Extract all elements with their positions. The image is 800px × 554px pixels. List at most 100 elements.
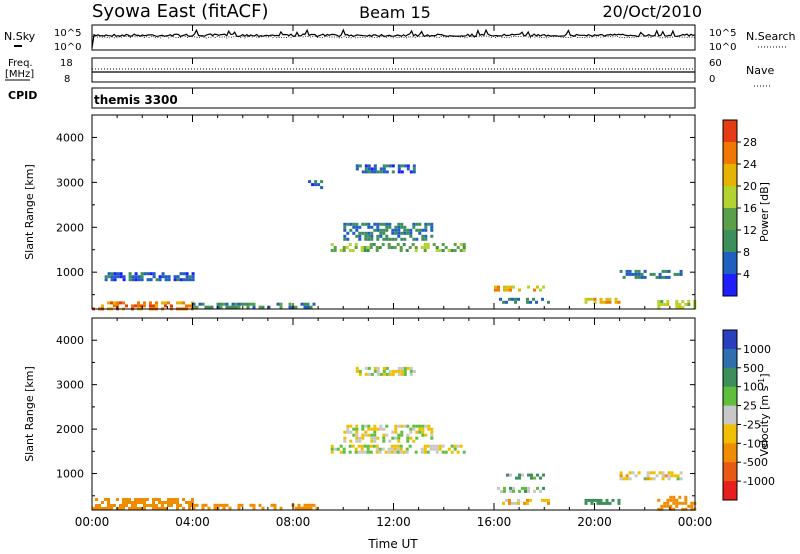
heatmap-cell (625, 477, 629, 481)
heatmap-cell (391, 164, 395, 168)
heatmap-cell (201, 302, 205, 306)
heatmap-cell (252, 506, 256, 510)
heatmap-cell (346, 222, 350, 226)
heatmap-cell (140, 498, 143, 501)
heatmap-cell (406, 436, 410, 440)
heatmap-cell (611, 498, 615, 502)
heatmap-cell (134, 504, 137, 507)
heatmap-cell (430, 225, 434, 229)
heatmap-cell (143, 304, 146, 308)
heatmap-cell (530, 473, 533, 477)
heatmap-cell (521, 473, 524, 477)
heatmap-cell (382, 433, 386, 437)
heatmap-cell (339, 450, 343, 454)
heatmap-cell (690, 501, 694, 505)
heatmap-cell (378, 246, 382, 249)
heatmap-cell (107, 272, 111, 276)
heatmap-cell (403, 237, 407, 241)
heatmap-cell (352, 433, 356, 437)
heatmap-cell (405, 450, 409, 454)
heatmap-cell (387, 447, 391, 451)
heatmap-cell (192, 503, 196, 507)
heatmap-cell (237, 506, 241, 510)
heatmap-cell (518, 489, 521, 493)
heatmap-cell (367, 237, 371, 241)
heatmap-cell (399, 444, 403, 448)
heatmap-cell (119, 272, 123, 276)
heatmap-cell (666, 498, 670, 502)
heatmap-cell (502, 501, 505, 505)
heatmap-cell (134, 507, 137, 510)
heatmap-cell (357, 450, 361, 454)
heatmap-cell (608, 297, 612, 301)
heatmap-cell (385, 225, 389, 229)
heatmap-cell (397, 167, 401, 171)
heatmap-cell (349, 228, 353, 232)
heatmap-cell (116, 498, 119, 501)
heatmap-cell (185, 304, 188, 308)
heatmap-cell (161, 301, 164, 305)
heatmap-cell (370, 237, 374, 241)
heatmap-cell (391, 231, 395, 235)
heatmap-cell (128, 275, 132, 279)
heatmap-cell (146, 272, 150, 276)
heatmap-cell (619, 474, 623, 478)
heatmap-cell (421, 433, 425, 437)
heatmap-cell (379, 222, 383, 226)
heatmap-cell (524, 489, 527, 493)
heatmap-cell (355, 439, 359, 443)
power-colorbar-label: 28 (743, 136, 757, 149)
heatmap-cell (146, 498, 149, 501)
time-tick-label: 04:00 (175, 515, 210, 529)
power-colorbar-title: Power [dB] (758, 182, 771, 242)
heatmap-cell (518, 476, 521, 480)
heatmap-cell (456, 246, 460, 249)
heatmap-cell (605, 297, 609, 301)
heatmap-cell (176, 507, 179, 510)
heatmap-cell (345, 246, 349, 249)
heatmap-cell (179, 278, 183, 282)
heatmap-cell (228, 305, 232, 309)
velocity-plot-area (92, 318, 695, 510)
heatmap-cell (179, 272, 183, 276)
heatmap-cell (176, 504, 179, 507)
heatmap-cell (533, 288, 536, 292)
heatmap-cell (140, 275, 144, 279)
heatmap-cell (509, 473, 512, 477)
heatmap-cell (530, 476, 533, 480)
heatmap-cell (376, 372, 380, 376)
heatmap-cell (400, 424, 404, 428)
heatmap-cell (225, 302, 229, 306)
heatmap-cell (399, 447, 403, 451)
heatmap-cell (390, 450, 394, 454)
heatmap-cell (388, 237, 392, 241)
heatmap-cell (119, 275, 123, 279)
heatmap-cell (390, 444, 394, 448)
heatmap-cell (252, 503, 256, 507)
heatmap-cell (354, 447, 358, 451)
heatmap-cell (219, 503, 223, 507)
heatmap-cell (379, 234, 383, 238)
heatmap-cell (584, 300, 588, 304)
heatmap-cell (343, 439, 347, 443)
heatmap-cell (676, 474, 680, 478)
heatmap-cell (391, 372, 395, 376)
heatmap-cell (661, 269, 665, 273)
heatmap-cell (361, 433, 365, 437)
power-colorbar-label: 24 (743, 158, 757, 171)
heatmap-cell (526, 300, 529, 304)
heatmap-cell (222, 506, 226, 510)
heatmap-cell (378, 450, 382, 454)
heatmap-cell (182, 278, 186, 282)
heatmap-cell (424, 433, 428, 437)
heatmap-cell (424, 228, 428, 232)
heatmap-cell (155, 301, 158, 305)
heatmap-cell (667, 275, 671, 279)
heatmap-cell (379, 372, 383, 376)
heatmap-cell (502, 300, 505, 304)
heatmap-cell (333, 246, 337, 249)
heatmap-cell (191, 498, 194, 501)
heatmap-cell (447, 249, 451, 252)
heatmap-cell (370, 167, 374, 171)
heatmap-cell (405, 249, 409, 252)
